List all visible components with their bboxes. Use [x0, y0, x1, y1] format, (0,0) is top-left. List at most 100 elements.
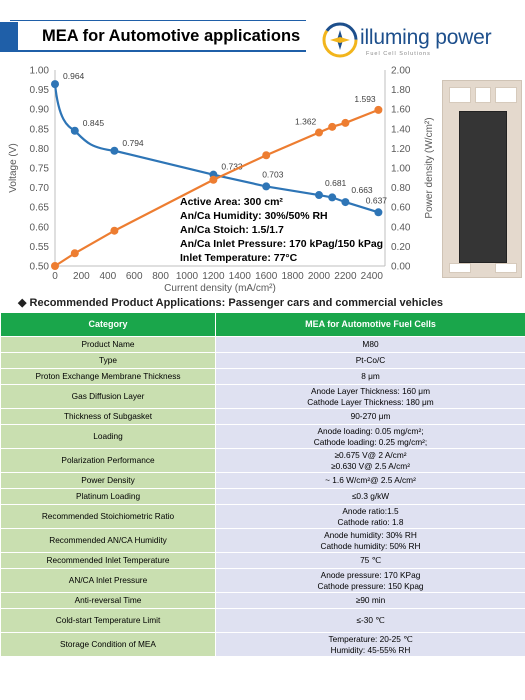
recommended-applications: ◆ Recommended Product Applications: Pass… — [18, 297, 443, 309]
data-label: 0.733 — [221, 162, 243, 172]
chart-axes: 0.50 0.55 0.60 0.65 0.70 0.75 0.80 0.85 0.90 0.95… — [8, 66, 435, 295]
data-label: 0.964 — [63, 71, 85, 81]
y2-tick-label: 0.60 — [391, 203, 411, 214]
y2-axis-title: Power density (W/cm²) — [424, 117, 435, 218]
y-tick-label: 0.55 — [30, 242, 50, 253]
spec-table: Category MEA for Automotive Fuel Cells P… — [0, 312, 525, 657]
data-label: 1.362 — [295, 117, 317, 127]
mea-product-photo — [442, 80, 522, 278]
photo-tab — [449, 87, 471, 103]
x-tick-label: 0 — [52, 271, 58, 282]
table-cell-line: Anode pressure: 170 KPag — [320, 570, 421, 580]
header-top-rule — [10, 20, 306, 21]
table-cell-value: Pt-Co/C — [215, 352, 525, 369]
table-cell-line: Anode loading: 0.05 mg/cm²; — [317, 426, 424, 436]
polarization-chart: 0.50 0.55 0.60 0.65 0.70 0.75 0.80 0.85 0.90 0.95… — [8, 66, 435, 295]
data-label: 0.703 — [262, 169, 284, 179]
data-point-left — [262, 182, 271, 191]
table-cell-line: Anode ratio:1.5 — [342, 506, 399, 516]
y-tick-label: 0.50 — [30, 262, 50, 273]
y2-tick-label: 1.20 — [391, 144, 411, 155]
table-cell-line: M80 — [362, 339, 379, 350]
y-tick-label: 0.70 — [30, 183, 50, 194]
table-cell-value: Anode humidity: 30% RH Cathode humidity: … — [215, 528, 525, 553]
y-tick-label: 1.00 — [30, 66, 50, 77]
y-tick-label: 0.85 — [30, 124, 50, 135]
table-row: Platinum Loading ≤0.3 g/kW — [0, 488, 525, 505]
table-cell-category: Loading — [0, 424, 216, 449]
table-cell-line: Cathode pressure: 150 Kpag — [317, 580, 424, 591]
table-cell-value: ≤-30 ℃ — [215, 608, 525, 633]
table-cell-line: 8 μm — [361, 371, 380, 382]
table-cell-line: ≥0.675 V@ 2 A/cm² — [334, 450, 407, 460]
table-cell-value: 8 μm — [215, 368, 525, 385]
table-cell-category: Recommended Stoichiometric Ratio — [0, 504, 216, 529]
series-line-left — [53, 83, 379, 214]
table-cell-value: M80 — [215, 336, 525, 353]
photo-tab — [449, 263, 471, 273]
table-cell-value: 75 ℃ — [215, 552, 525, 569]
y2-tick-label: 0.40 — [391, 222, 411, 233]
table-row: Storage Condition of MEA Temperature: 20-… — [0, 632, 525, 657]
table-cell-category: Type — [0, 352, 216, 369]
table-header-value: MEA for Automotive Fuel Cells — [215, 312, 525, 337]
table-cell-line: ≥0.630 V@ 2.5 A/cm² — [331, 460, 410, 471]
data-point-left — [110, 146, 119, 155]
chart-annotations: Active Area: 300 cm² An/Ca Humidity: 30%/… — [180, 196, 383, 264]
table-cell-category: Cold-start Temperature Limit — [0, 608, 216, 633]
table-row: Product Name M80 — [0, 336, 525, 353]
table-row: Power Density ~ 1.6 W/cm²@ 2.5 A/cm² — [0, 472, 525, 489]
y-tick-label: 0.80 — [30, 144, 50, 155]
data-point-right — [315, 128, 323, 137]
x-tick-label: 1400 — [229, 271, 252, 282]
x-tick-label: 400 — [99, 271, 116, 282]
table-row: Recommended Stoichiometric Ratio Anode ra… — [0, 504, 525, 529]
y-tick-label: 0.95 — [30, 85, 50, 96]
table-cell-category: Storage Condition of MEA — [0, 632, 216, 657]
table-cell-line: ≤0.3 g/kW — [351, 491, 390, 502]
photo-tab — [495, 263, 517, 273]
table-cell-line: Pt-Co/C — [355, 355, 386, 366]
logo-mark-icon — [322, 22, 358, 58]
table-cell-category: Platinum Loading — [0, 488, 216, 505]
header-accent-bar — [0, 22, 18, 52]
table-cell-line: Cathode ratio: 1.8 — [337, 516, 404, 527]
x-tick-label: 1600 — [255, 271, 278, 282]
table-cell-value: ~ 1.6 W/cm²@ 2.5 A/cm² — [215, 472, 525, 489]
table-cell-value: ≥0.675 V@ 2 A/cm² ≥0.630 V@ 2.5 A/cm² — [215, 448, 525, 473]
page-title: MEA for Automotive applications — [42, 27, 301, 45]
x-tick-label: 200 — [73, 271, 90, 282]
y-tick-label: 0.90 — [30, 105, 50, 116]
table-cell-value: Temperature: 20-25 ℃ Humidity: 45-55% RH — [215, 632, 525, 657]
logo-text: illuming power — [360, 26, 492, 49]
x-tick-label: 2400 — [361, 271, 384, 282]
data-point-left — [341, 198, 350, 207]
table-cell-category: AN/CA Inlet Pressure — [0, 568, 216, 593]
table-row: Polarization Performance ≥0.675 V@ 2 A/cm… — [0, 448, 525, 473]
table-cell-value: ≥90 min — [215, 592, 525, 609]
chart-annotation: An/Ca Humidity: 30%/50% RH — [180, 210, 328, 222]
table-row: Gas Diffusion Layer Anode Layer Thickness… — [0, 384, 525, 409]
table-cell-category: Recommended Inlet Temperature — [0, 552, 216, 569]
table-cell-line: Cathode loading: 0.25 mg/cm²; — [313, 436, 428, 447]
y2-tick-label: 0.00 — [391, 262, 411, 273]
data-point-right — [328, 122, 337, 131]
table-row: Loading Anode loading: 0.05 mg/cm²; Cathod… — [0, 424, 525, 449]
chart-annotation: An/Ca Inlet Pressure: 170 kPag/150 kPag — [180, 238, 383, 250]
data-point-right — [110, 226, 119, 235]
table-cell-line: ~ 1.6 W/cm²@ 2.5 A/cm² — [325, 475, 416, 486]
table-cell-value: Anode Layer Thickness: 160 μm Cathode Lay… — [215, 384, 525, 409]
data-label: 1.593 — [354, 94, 376, 104]
y2-tick-label: 1.80 — [391, 85, 411, 96]
table-cell-line: ≥90 min — [355, 595, 386, 606]
chart-annotation: Inlet Temperature: 77°C — [180, 252, 298, 264]
y2-tick-label: 2.00 — [391, 66, 411, 77]
table-row: Recommended AN/CA Humidity Anode humidity… — [0, 528, 525, 553]
table-header-category: Category — [0, 312, 216, 337]
table-cell-category: Gas Diffusion Layer — [0, 384, 216, 409]
table-cell-category: Polarization Performance — [0, 448, 216, 473]
data-label: 0.681 — [325, 178, 347, 188]
y2-tick-label: 1.60 — [391, 105, 411, 116]
table-cell-value: 90-270 μm — [215, 408, 525, 425]
data-point-left — [315, 191, 323, 200]
